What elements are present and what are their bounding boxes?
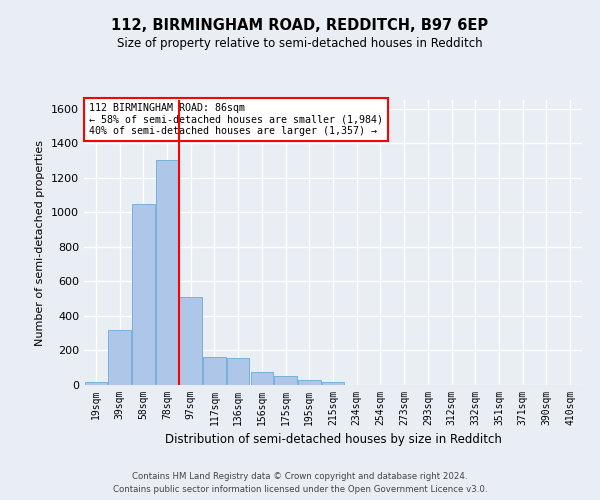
Bar bbox=[322, 382, 344, 385]
Text: Size of property relative to semi-detached houses in Redditch: Size of property relative to semi-detach… bbox=[117, 38, 483, 51]
Bar bbox=[274, 376, 297, 385]
Bar bbox=[109, 330, 131, 385]
Bar bbox=[85, 382, 107, 385]
Bar bbox=[156, 160, 178, 385]
Text: 112, BIRMINGHAM ROAD, REDDITCH, B97 6EP: 112, BIRMINGHAM ROAD, REDDITCH, B97 6EP bbox=[112, 18, 488, 32]
Bar bbox=[179, 297, 202, 385]
Text: Contains public sector information licensed under the Open Government Licence v3: Contains public sector information licen… bbox=[113, 485, 487, 494]
X-axis label: Distribution of semi-detached houses by size in Redditch: Distribution of semi-detached houses by … bbox=[164, 434, 502, 446]
Y-axis label: Number of semi-detached properties: Number of semi-detached properties bbox=[35, 140, 46, 346]
Text: 112 BIRMINGHAM ROAD: 86sqm
← 58% of semi-detached houses are smaller (1,984)
40%: 112 BIRMINGHAM ROAD: 86sqm ← 58% of semi… bbox=[89, 103, 383, 136]
Bar bbox=[132, 204, 155, 385]
Bar bbox=[298, 380, 320, 385]
Bar bbox=[203, 358, 226, 385]
Text: Contains HM Land Registry data © Crown copyright and database right 2024.: Contains HM Land Registry data © Crown c… bbox=[132, 472, 468, 481]
Bar bbox=[251, 372, 273, 385]
Bar bbox=[227, 358, 250, 385]
